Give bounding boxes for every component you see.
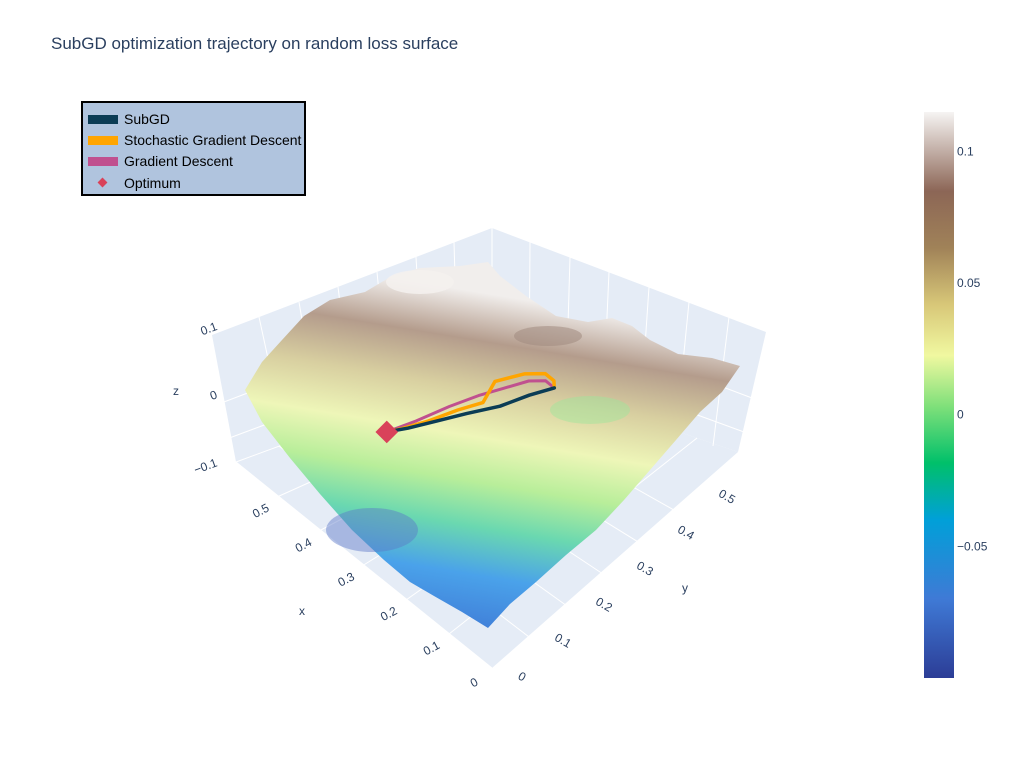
diamond-icon [88, 176, 118, 190]
z-tick-label: 0.1 [199, 319, 220, 338]
y-tick-label: 0 [516, 669, 529, 685]
legend-label: Gradient Descent [124, 153, 233, 169]
optimum-marker[interactable] [375, 420, 399, 444]
surface-peak-highlight [386, 270, 454, 294]
legend-item-sgd[interactable]: Stochastic Gradient Descent [88, 130, 301, 150]
x-tick-label: 0.1 [421, 638, 443, 658]
x-tick-label: 0.2 [378, 604, 400, 624]
legend: SubGD Stochastic Gradient Descent Gradie… [81, 101, 306, 196]
z-tick-label: −0.1 [192, 456, 219, 477]
x-tick-label: 0.5 [250, 501, 272, 521]
colorbar-tick-label: 0.05 [957, 276, 981, 290]
colorbar-gradient [924, 112, 954, 678]
colorbar-tick-label: 0 [957, 408, 964, 422]
y-tick-label: 0.3 [634, 558, 656, 579]
loss-surface[interactable] [245, 262, 740, 628]
y-tick-label: 0.1 [552, 630, 574, 651]
y-tick-label: 0.4 [675, 522, 697, 543]
page-title: SubGD optimization trajectory on random … [51, 34, 459, 53]
legend-item-optimum[interactable]: Optimum [88, 173, 181, 193]
x-tick-label: 0 [468, 675, 481, 691]
y-axis-title: y [682, 581, 688, 595]
x-tick-label: 0.3 [335, 569, 357, 589]
colorbar-tick-label: −0.05 [957, 539, 988, 553]
trajectories [375, 371, 557, 444]
legend-swatch-gd [88, 156, 118, 166]
y-tick-label: 0.5 [716, 486, 738, 507]
surface-green-patch [550, 396, 630, 424]
z-tick-label: 0 [208, 387, 219, 403]
colorbar-tick-label: 0.1 [957, 144, 974, 158]
series-line-gradient-descent[interactable] [385, 379, 556, 434]
series-line-subgd[interactable] [385, 386, 557, 434]
surface-body [245, 262, 740, 628]
x-tick-label: 0.4 [293, 535, 315, 555]
legend-label: Optimum [124, 175, 181, 191]
colorbar: 0.1 0.05 0 −0.05 [924, 112, 988, 678]
surface-valley-shade [326, 508, 418, 552]
legend-label: Stochastic Gradient Descent [124, 132, 302, 148]
legend-item-subgd[interactable]: SubGD [88, 109, 170, 129]
legend-label: SubGD [124, 111, 170, 127]
legend-swatch-subgd [88, 114, 118, 124]
surface-ridge-shade [514, 326, 582, 346]
z-axis-title: z [173, 384, 179, 398]
legend-item-gd[interactable]: Gradient Descent [88, 151, 233, 171]
y-tick-label: 0.2 [593, 594, 615, 615]
colorbar-ticks: 0.1 0.05 0 −0.05 [957, 144, 988, 553]
x-axis-title: x [299, 604, 305, 618]
legend-swatch-sgd [88, 135, 118, 145]
